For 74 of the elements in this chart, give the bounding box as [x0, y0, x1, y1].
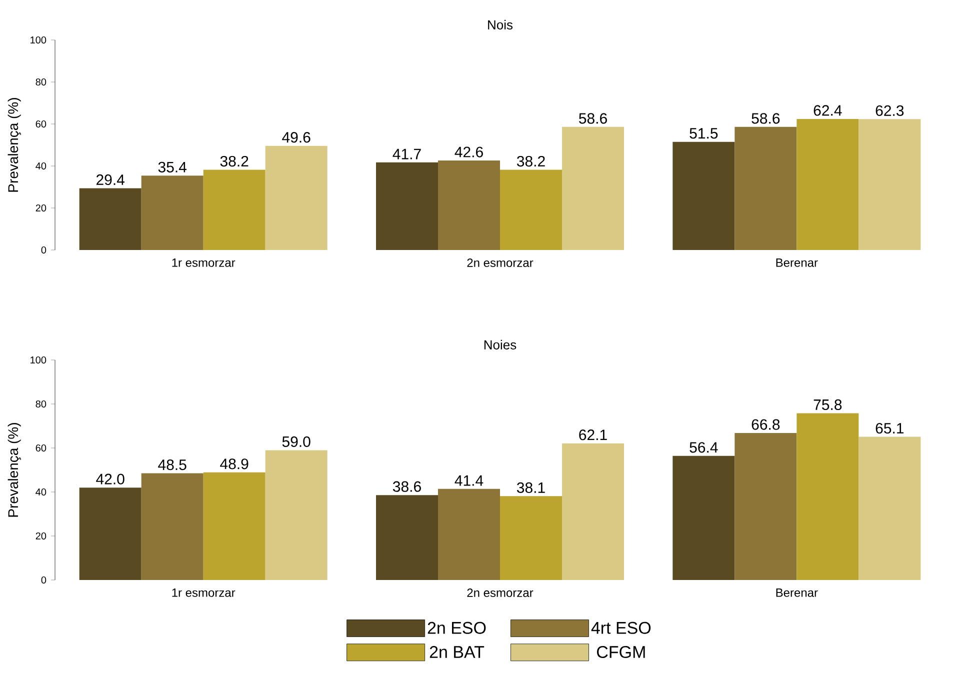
- y-tick-label: 20: [36, 532, 46, 540]
- bar: [141, 473, 204, 580]
- data-label: 35.4: [158, 162, 186, 172]
- data-label: 58.6: [752, 113, 780, 124]
- bar: [265, 146, 328, 250]
- y-axis-title: Prevalença (%): [8, 423, 21, 517]
- data-label: 38.1: [516, 482, 545, 493]
- y-tick-label: 80: [36, 78, 46, 86]
- legend-label: 4rt ESO: [591, 622, 651, 634]
- bar: [500, 170, 562, 250]
- data-label: 38.2: [220, 156, 248, 167]
- bar: [438, 488, 500, 580]
- bar: [672, 142, 735, 250]
- data-label: 49.6: [282, 132, 310, 143]
- data-label: 66.8: [752, 419, 780, 430]
- y-axis-title: Prevalença (%): [8, 98, 21, 192]
- y-tick-label: 40: [36, 488, 46, 496]
- legend-label: 2n BAT: [430, 646, 484, 658]
- chart-title: Nois: [488, 20, 513, 30]
- y-tick-label: 100: [30, 356, 46, 364]
- y-tick-label: 40: [36, 162, 46, 170]
- data-label: 41.4: [454, 475, 484, 486]
- y-tick-label: 60: [36, 444, 46, 452]
- y-tick-label: 100: [30, 36, 46, 44]
- data-label: 62.3: [876, 105, 904, 116]
- data-label: 42.6: [454, 146, 483, 158]
- bar: [672, 456, 735, 580]
- x-tick-label: Berenar: [776, 258, 818, 267]
- legend-label: CFGM: [597, 646, 645, 658]
- chart-title: Noies: [484, 340, 516, 350]
- x-tick-label: 1r esmorzar: [172, 258, 236, 267]
- bar: [376, 162, 438, 250]
- data-label: 48.9: [220, 458, 248, 470]
- bar: [500, 496, 562, 580]
- y-tick-label: 0: [41, 246, 46, 254]
- data-label: 41.7: [392, 148, 421, 160]
- x-tick-label: 1r esmorzar: [172, 588, 236, 597]
- data-label: 56.4: [690, 442, 718, 453]
- data-label: 29.4: [96, 174, 124, 186]
- data-label: 75.8: [814, 399, 842, 410]
- bar: [79, 188, 142, 250]
- bar: [562, 443, 624, 580]
- y-tick-label: 20: [36, 204, 46, 212]
- data-label: 51.5: [690, 128, 718, 139]
- data-label: 62.1: [579, 430, 607, 440]
- bar: [79, 488, 142, 580]
- data-label: 59.0: [282, 436, 310, 447]
- bar: [734, 433, 797, 580]
- data-label: 38.6: [392, 481, 421, 492]
- bar: [858, 436, 921, 580]
- data-label: 65.1: [876, 422, 904, 434]
- bar: [734, 126, 797, 250]
- data-label: 38.2: [516, 156, 545, 167]
- x-tick-label: 2n esmorzar: [467, 588, 534, 598]
- y-tick-label: 0: [41, 576, 46, 584]
- bar: [203, 170, 266, 250]
- x-tick-label: 2n esmorzar: [467, 258, 534, 268]
- y-tick-label: 80: [36, 400, 46, 408]
- bar: [562, 126, 624, 250]
- bar: [796, 118, 859, 250]
- legend-label: 2n ESO: [428, 622, 486, 634]
- data-label: 58.6: [579, 113, 607, 124]
- y-tick-label: 60: [36, 120, 46, 128]
- data-label: 42.0: [96, 474, 124, 484]
- bar: [796, 413, 859, 580]
- data-label: 48.5: [158, 459, 186, 470]
- data-label: 62.4: [814, 105, 842, 116]
- bar: [858, 119, 921, 250]
- bar: [438, 160, 500, 250]
- bar: [203, 472, 266, 580]
- x-tick-label: Berenar: [776, 588, 818, 597]
- bar: [141, 176, 204, 250]
- bar: [265, 450, 328, 580]
- bar: [376, 495, 438, 580]
